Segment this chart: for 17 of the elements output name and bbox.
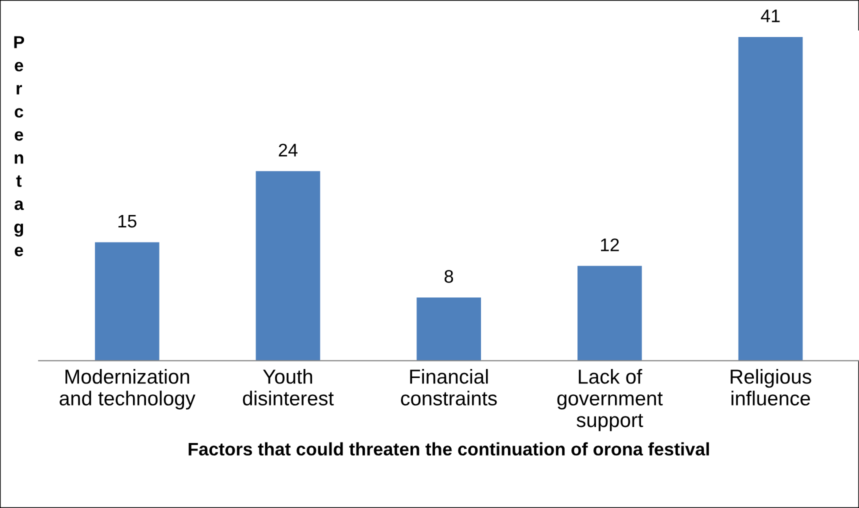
x-tick-label: Financial constraints bbox=[400, 369, 497, 406]
x-tick-label: Religious influence bbox=[730, 369, 812, 406]
text: Percentage bbox=[14, 36, 24, 256]
bar bbox=[578, 266, 642, 361]
data-label: 41 bbox=[760, 10, 780, 22]
data-label: 24 bbox=[278, 144, 298, 156]
data-label: 8 bbox=[444, 270, 454, 283]
x-tick-label: Lack of government support bbox=[557, 369, 663, 432]
x-tick-label: Modernization and technology bbox=[60, 369, 196, 410]
bar bbox=[94, 242, 160, 361]
bar bbox=[416, 298, 481, 361]
bar bbox=[738, 36, 803, 361]
bar bbox=[256, 171, 320, 361]
data-label: 15 bbox=[118, 214, 136, 228]
x-axis-title: Factors that could threaten the continuation of orona festival bbox=[188, 442, 709, 456]
data-label: 12 bbox=[601, 238, 619, 252]
x-tick-label: Youth disinterest bbox=[242, 369, 334, 406]
